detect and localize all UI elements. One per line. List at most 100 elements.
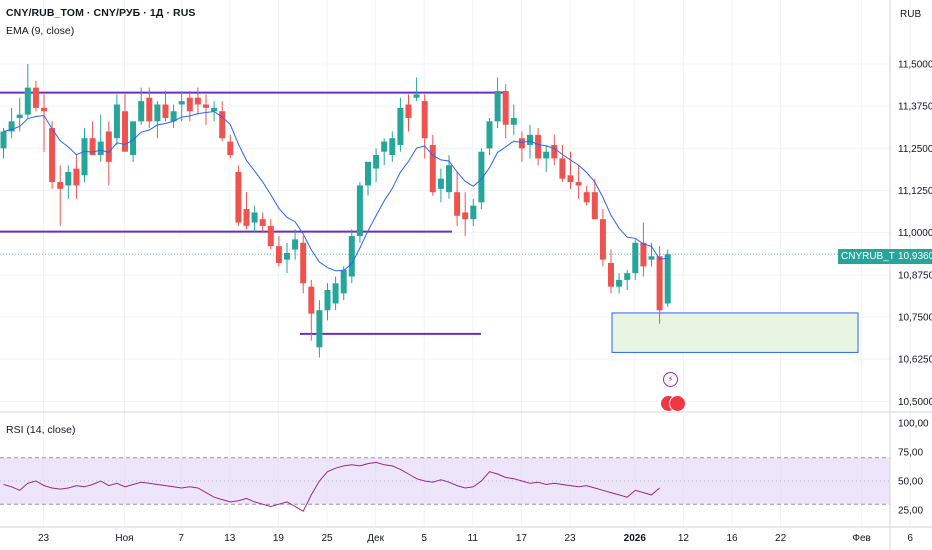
time-tick-label: 12 (678, 533, 690, 544)
candle-body (308, 286, 315, 314)
candle-body (65, 171, 72, 186)
candle-body (8, 121, 15, 132)
price-tick-label: 10,7500 (898, 313, 932, 324)
candle-body (381, 141, 388, 152)
candle-body (105, 131, 112, 162)
candle-body (162, 104, 169, 118)
candle-body (454, 192, 461, 216)
candle-body (178, 101, 185, 105)
candle-body (365, 161, 371, 186)
time-tick-label: Дек (367, 533, 384, 544)
candle-body (146, 97, 153, 122)
candle-body (648, 256, 655, 260)
time-tick-label: 17 (516, 533, 528, 544)
candle-body (227, 141, 234, 156)
candle-body (559, 158, 566, 179)
time-tick-label: 25 (321, 533, 333, 544)
time-tick-label: Фев (852, 533, 870, 544)
rsi-tick-label: 75,00 (898, 448, 923, 459)
price-tick-label: 11,3750 (898, 102, 932, 113)
candle-body (324, 290, 331, 311)
target-zone (611, 312, 859, 353)
price-tick-label: 11,1250 (898, 186, 932, 197)
candle-body (405, 104, 412, 118)
time-tick-label: 7 (178, 533, 184, 544)
chart-title: CNY/RUB_TOM · CNY/РУБ · 1Д · RUS (6, 7, 196, 19)
candle-body (551, 144, 558, 159)
candle-body (235, 171, 242, 223)
candle-body (624, 273, 631, 280)
candle-body (446, 165, 452, 193)
candle-body (616, 279, 623, 287)
price-tick-label: 10,5000 (898, 397, 932, 408)
ema-legend[interactable]: EMA (9, close) (6, 25, 75, 37)
candle-body (494, 90, 501, 122)
candle-body (421, 101, 428, 139)
candle-body (575, 182, 582, 186)
time-tick-label: 16 (726, 533, 738, 544)
candle-body (186, 97, 193, 112)
candle-body (57, 182, 64, 189)
candle-body (300, 242, 307, 284)
candle-body (284, 252, 290, 260)
candle-body (632, 242, 639, 274)
candle-body (470, 205, 477, 220)
candle-body (267, 225, 274, 247)
time-tick-label: 2026 (624, 533, 647, 544)
candle-body (194, 97, 201, 105)
candle-body (211, 107, 218, 112)
candle-body (486, 121, 493, 149)
time-tick-label: 6 (907, 533, 913, 544)
candle-body (259, 219, 266, 226)
candle-body (41, 107, 47, 112)
price-tick-label: 11,0000 (898, 228, 932, 239)
candle-body (567, 175, 574, 183)
candle-body (243, 209, 250, 226)
candle-body (599, 219, 606, 260)
price-tick-label: 11,5000 (898, 60, 932, 71)
lightning-icon[interactable]: ⚡ (663, 372, 678, 387)
candle-body (113, 104, 120, 139)
candle-body (122, 111, 128, 152)
symbol-price-tag: CNYRUB_TOM (838, 249, 911, 264)
time-tick-label: 13 (224, 533, 236, 544)
candle-body (203, 104, 209, 108)
candle-body (73, 168, 80, 186)
rsi-legend[interactable]: RSI (14, close) (6, 424, 76, 436)
dividends-icon[interactable] (660, 395, 686, 412)
rsi-tick-label: 25,00 (898, 506, 923, 517)
candle-body (437, 178, 444, 189)
price-tick-label: 10,8750 (898, 270, 932, 281)
candle-body (97, 141, 104, 156)
candle-body (24, 87, 31, 115)
candle-body (275, 246, 282, 264)
candle-body (340, 269, 347, 294)
time-tick-label: 22 (775, 533, 787, 544)
price-unit[interactable]: RUB (900, 9, 922, 20)
candle-body (518, 138, 525, 149)
candle-body (89, 138, 96, 156)
candle-body (535, 134, 542, 159)
candle-body (170, 111, 177, 122)
last-price-tag: 10,9360 (895, 249, 932, 264)
candle-body (0, 131, 7, 149)
candle-body (389, 138, 396, 156)
candle-body (664, 254, 671, 304)
candle-body (251, 212, 258, 223)
candle-body (397, 107, 404, 145)
candle-body (130, 121, 137, 156)
candle-body (510, 117, 517, 125)
rsi-tick-label: 100,00 (898, 419, 929, 430)
rsi-tick-label: 50,00 (898, 477, 923, 488)
candle-body (332, 283, 339, 304)
candle-body (219, 111, 226, 139)
candle-body (656, 256, 663, 311)
candle-body (543, 151, 550, 159)
candle-body (591, 192, 598, 220)
price-tick-label: 11,2500 (898, 144, 932, 155)
candle-body (462, 212, 469, 220)
time-tick-label: Ноя (115, 533, 133, 544)
candle-body (81, 138, 88, 176)
candle-body (478, 151, 485, 203)
